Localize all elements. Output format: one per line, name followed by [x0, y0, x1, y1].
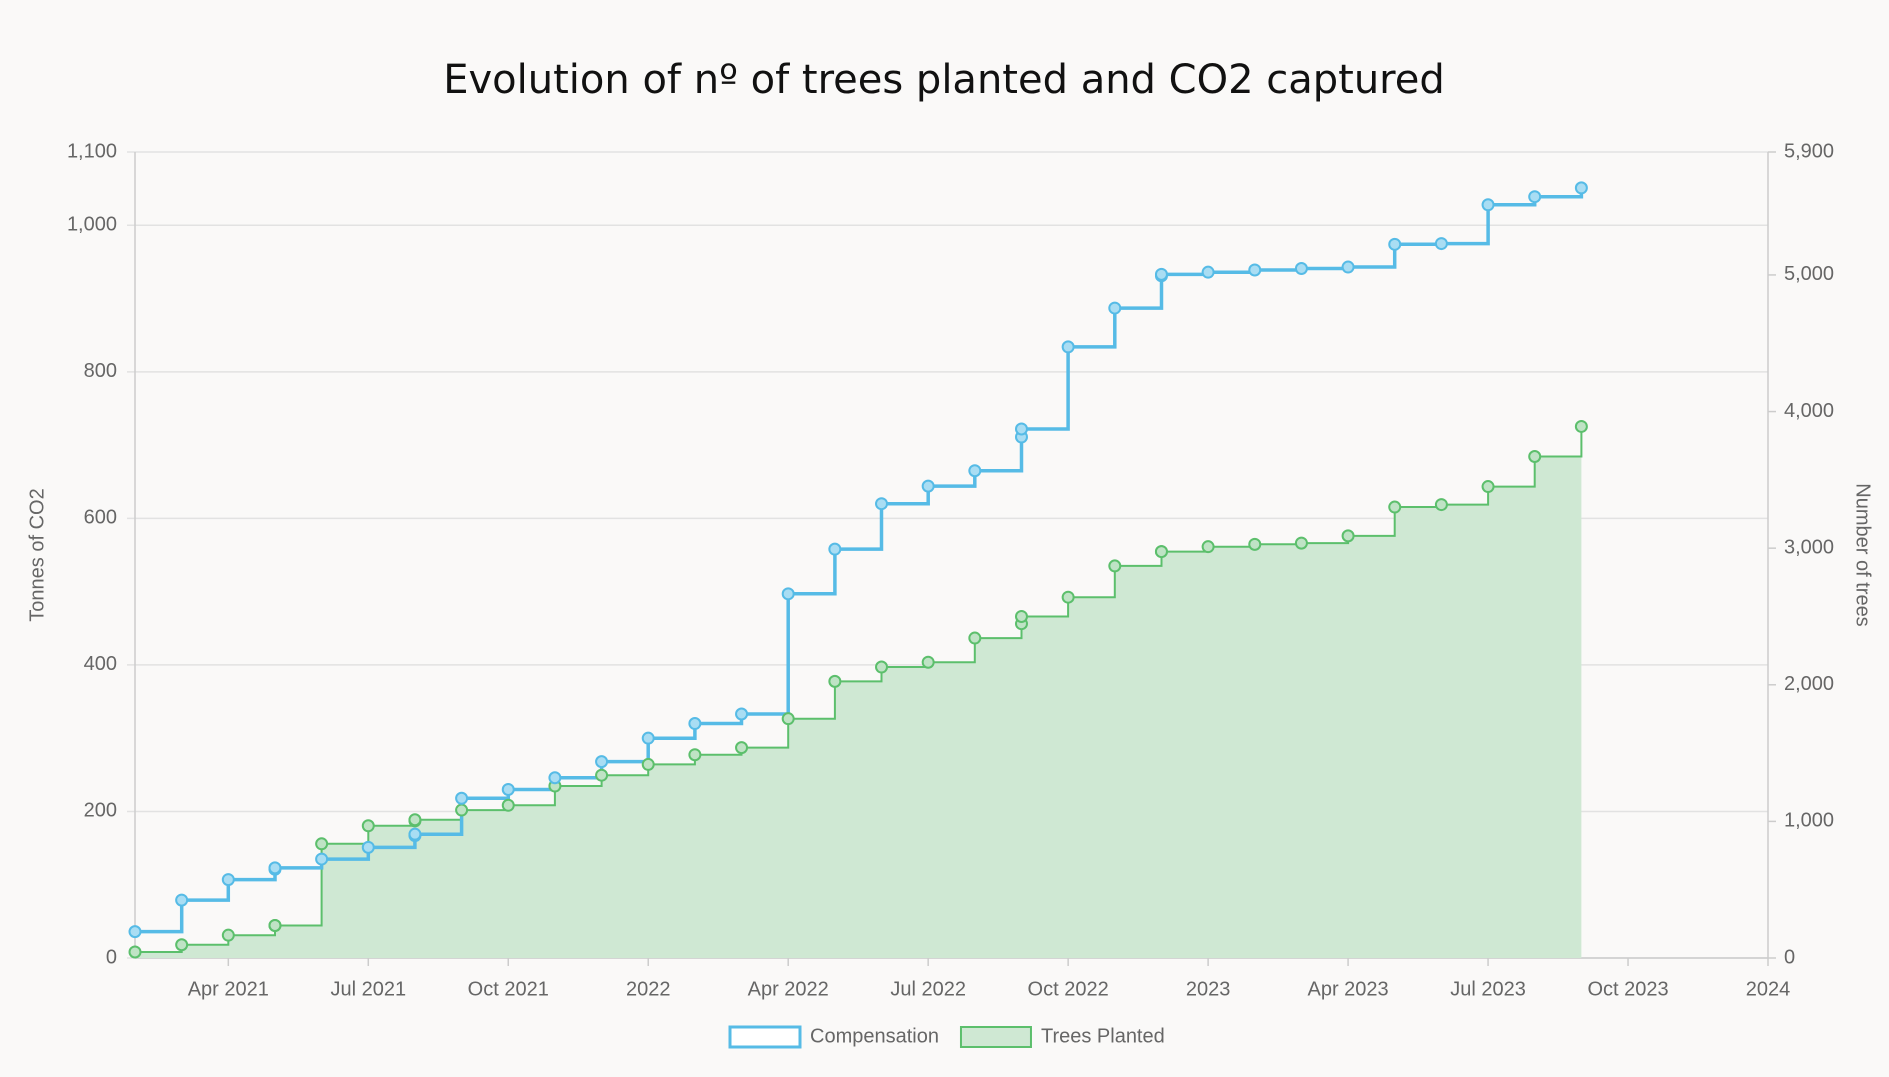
point	[1061, 340, 1075, 354]
point	[1341, 260, 1355, 274]
point	[735, 741, 749, 755]
y2-tick-label: 5,000	[1784, 263, 1834, 285]
y2-tick-label: 3,000	[1784, 536, 1834, 558]
point	[1434, 498, 1448, 512]
point	[828, 674, 842, 688]
point	[641, 757, 655, 771]
point	[641, 731, 655, 745]
point	[921, 655, 935, 669]
point	[408, 813, 422, 827]
point	[595, 768, 609, 782]
x-tick-label: 2024	[1746, 978, 1791, 1000]
x-tick-label: Oct 2023	[1587, 978, 1668, 1000]
point	[688, 717, 702, 731]
point	[361, 819, 375, 833]
point	[1388, 237, 1402, 251]
point	[875, 497, 889, 511]
point	[1528, 450, 1542, 464]
y-tick-label: 800	[84, 360, 117, 382]
y2-tick-label: 2,000	[1784, 673, 1834, 695]
legend-swatch[interactable]	[728, 1025, 802, 1049]
point	[128, 925, 142, 939]
y-tick-label: 1,000	[67, 214, 117, 236]
y-tick-label: 0	[106, 946, 117, 968]
point	[315, 852, 329, 866]
point	[1154, 267, 1168, 281]
legend-label[interactable]: Compensation	[810, 1025, 939, 1047]
point	[175, 938, 189, 952]
point	[968, 464, 982, 478]
point	[128, 945, 142, 959]
point	[1294, 262, 1308, 276]
point	[1294, 536, 1308, 550]
point	[221, 873, 235, 887]
point	[1341, 529, 1355, 543]
point	[781, 587, 795, 601]
legend-swatch[interactable]	[959, 1026, 1032, 1048]
point	[968, 631, 982, 645]
point	[175, 893, 189, 907]
point	[1061, 590, 1075, 604]
x-tick-label: Oct 2022	[1028, 978, 1109, 1000]
y2-tick-label: 0	[1784, 946, 1795, 968]
point	[1201, 540, 1215, 554]
point	[1014, 609, 1028, 623]
point	[315, 837, 329, 851]
point	[595, 755, 609, 769]
y2-tick-label: 5,900	[1784, 140, 1834, 162]
y2-tick-label: 4,000	[1784, 400, 1834, 422]
point	[1248, 537, 1262, 551]
point	[1481, 480, 1495, 494]
point	[548, 771, 562, 785]
y2-axis-title: Number of trees	[1852, 483, 1874, 626]
point	[1574, 181, 1588, 195]
y-tick-label: 600	[84, 507, 117, 529]
point	[781, 712, 795, 726]
point	[735, 707, 749, 721]
x-tick-label: Apr 2022	[748, 978, 829, 1000]
point	[501, 782, 515, 796]
point	[688, 748, 702, 762]
point	[1108, 559, 1122, 573]
x-tick-label: 2023	[1186, 978, 1231, 1000]
point	[268, 918, 282, 932]
chart-title: Evolution of nº of trees planted and CO2…	[443, 57, 1445, 103]
point	[455, 791, 469, 805]
point	[1154, 545, 1168, 559]
y-tick-label: 400	[84, 653, 117, 675]
x-tick-label: Apr 2021	[188, 978, 269, 1000]
point	[1574, 419, 1588, 433]
point	[1528, 190, 1542, 204]
x-tick-label: Jul 2023	[1450, 978, 1526, 1000]
point	[1388, 500, 1402, 514]
point	[1201, 265, 1215, 279]
x-tick-label: Jul 2022	[890, 978, 966, 1000]
point	[221, 928, 235, 942]
x-tick-label: Jul 2021	[330, 978, 406, 1000]
point	[1481, 198, 1495, 212]
point	[1248, 263, 1262, 277]
point	[875, 660, 889, 674]
point	[1014, 422, 1028, 436]
point	[408, 827, 422, 841]
point	[361, 840, 375, 854]
y-axis-title: Tonnes of CO2	[26, 488, 48, 621]
point	[828, 542, 842, 556]
legend-label[interactable]: Trees Planted	[1041, 1025, 1165, 1047]
y-tick-label: 200	[84, 800, 117, 822]
x-tick-label: Apr 2023	[1307, 978, 1388, 1000]
point	[501, 798, 515, 812]
x-tick-label: Oct 2021	[468, 978, 549, 1000]
point	[921, 479, 935, 493]
y2-tick-label: 1,000	[1784, 810, 1834, 832]
point	[1434, 237, 1448, 251]
x-tick-label: 2022	[626, 978, 671, 1000]
point	[455, 803, 469, 817]
point	[1108, 301, 1122, 315]
point	[268, 861, 282, 875]
y-tick-label: 1,100	[67, 140, 117, 162]
area	[135, 426, 1582, 958]
